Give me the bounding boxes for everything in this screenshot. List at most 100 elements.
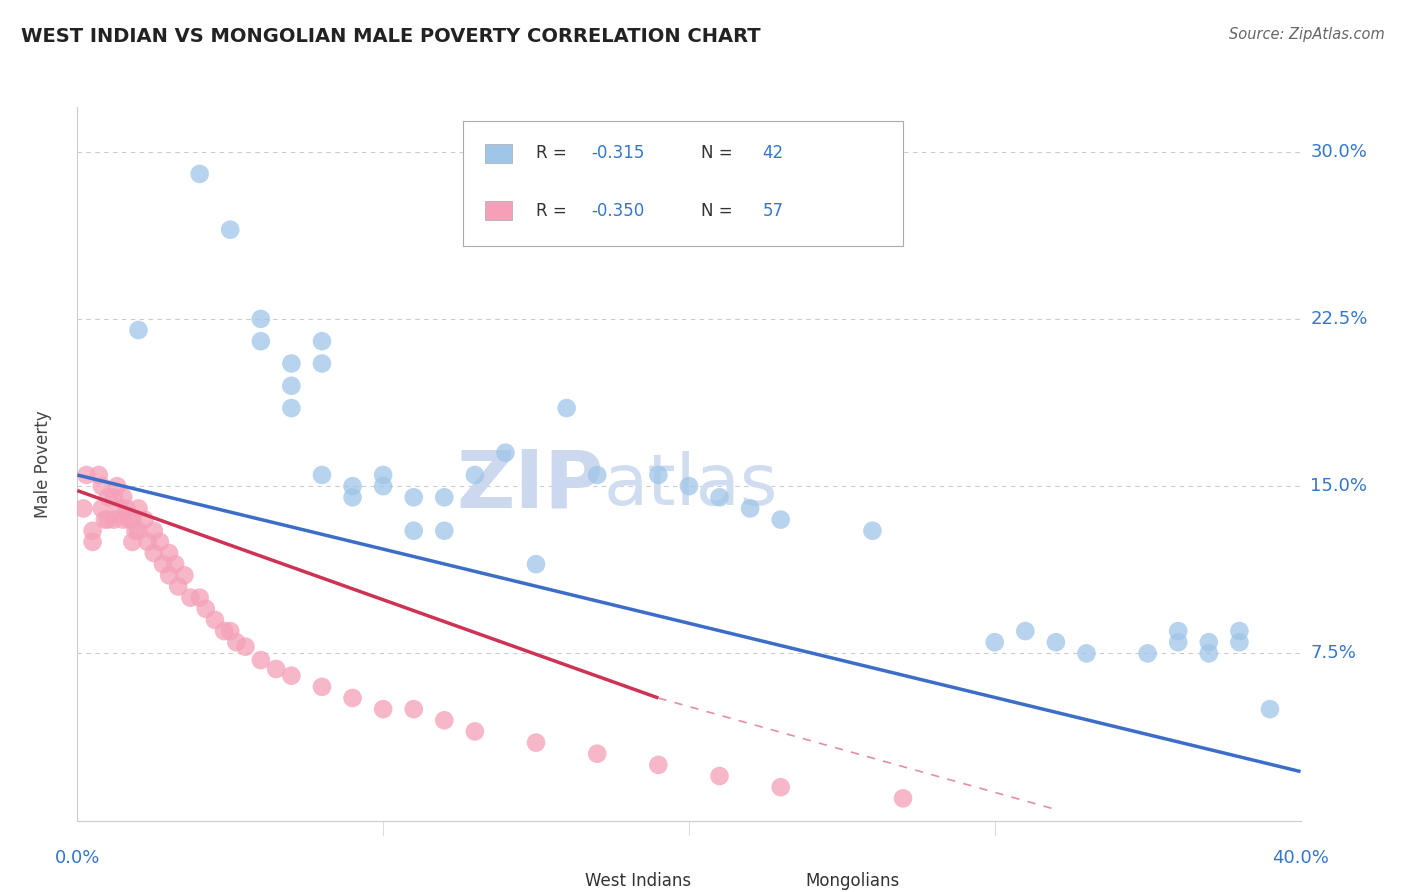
Point <box>371 467 394 482</box>
Point <box>225 635 247 649</box>
Text: 22.5%: 22.5% <box>1310 310 1368 328</box>
Point <box>97 512 120 526</box>
Point <box>82 534 104 549</box>
Point <box>342 690 364 705</box>
Point <box>709 769 731 783</box>
Point <box>212 624 235 639</box>
Point <box>342 479 364 493</box>
Text: N =: N = <box>702 202 738 219</box>
Point <box>769 512 792 526</box>
Point <box>121 512 143 526</box>
Point <box>433 491 456 505</box>
Point <box>402 524 425 538</box>
Point <box>1136 646 1159 660</box>
Point <box>134 512 156 526</box>
Text: 0.0%: 0.0% <box>55 849 100 867</box>
Bar <box>485 144 512 163</box>
Point <box>1045 635 1067 649</box>
Point <box>586 747 609 761</box>
Point <box>1198 635 1220 649</box>
Text: ZIP: ZIP <box>456 446 603 524</box>
Point <box>90 479 112 493</box>
Text: WEST INDIAN VS MONGOLIAN MALE POVERTY CORRELATION CHART: WEST INDIAN VS MONGOLIAN MALE POVERTY CO… <box>21 27 761 45</box>
Point <box>433 524 456 538</box>
Point <box>194 602 217 616</box>
Text: West Indians: West Indians <box>585 872 692 890</box>
Point <box>188 167 211 181</box>
Point <box>586 467 609 482</box>
Point <box>862 524 884 538</box>
Point <box>371 479 394 493</box>
Text: 15.0%: 15.0% <box>1310 477 1368 495</box>
Point <box>1229 635 1251 649</box>
Point <box>219 624 242 639</box>
Text: 42: 42 <box>762 145 783 162</box>
Point <box>524 735 547 749</box>
Point <box>709 491 731 505</box>
Point <box>250 312 273 326</box>
Point <box>219 222 242 236</box>
Point <box>524 557 547 572</box>
Point <box>1076 646 1098 660</box>
Point <box>740 501 762 516</box>
Text: atlas: atlas <box>603 450 778 520</box>
Point <box>495 445 517 460</box>
Point <box>157 546 180 560</box>
Bar <box>762 873 789 889</box>
Point <box>250 653 273 667</box>
Text: 40.0%: 40.0% <box>1272 849 1329 867</box>
Point <box>342 491 364 505</box>
Bar <box>463 121 903 246</box>
Point <box>280 401 302 416</box>
Point <box>173 568 195 582</box>
Point <box>127 323 149 337</box>
Point <box>402 491 425 505</box>
Point <box>105 479 128 493</box>
Point <box>136 534 159 549</box>
Point <box>103 512 125 526</box>
Point <box>152 557 174 572</box>
Text: -0.350: -0.350 <box>591 202 644 219</box>
Point <box>280 669 302 683</box>
Point <box>1167 624 1189 639</box>
Point <box>678 479 700 493</box>
Point <box>112 491 135 505</box>
Point <box>280 356 302 371</box>
Point <box>647 758 669 772</box>
Point <box>1258 702 1281 716</box>
Point <box>311 680 333 694</box>
Point <box>142 546 165 560</box>
Point <box>103 491 125 505</box>
Text: Source: ZipAtlas.com: Source: ZipAtlas.com <box>1229 27 1385 42</box>
Point <box>124 524 146 538</box>
Text: Mongolians: Mongolians <box>806 872 900 890</box>
Point <box>1167 635 1189 649</box>
Point <box>108 501 131 516</box>
Point <box>165 557 187 572</box>
Point <box>311 356 333 371</box>
Point <box>311 334 333 349</box>
Bar <box>485 201 512 220</box>
Point <box>94 512 117 526</box>
Point <box>72 501 94 516</box>
Point <box>149 534 172 549</box>
Text: R =: R = <box>536 145 572 162</box>
Point <box>82 524 104 538</box>
Point <box>433 714 456 728</box>
Text: Male Poverty: Male Poverty <box>34 410 52 517</box>
Text: 7.5%: 7.5% <box>1310 644 1357 663</box>
Point <box>264 662 287 676</box>
Text: 30.0%: 30.0% <box>1310 143 1367 161</box>
Point <box>891 791 914 805</box>
Point <box>371 702 394 716</box>
Point <box>188 591 211 605</box>
Point <box>464 724 486 739</box>
Point <box>1229 624 1251 639</box>
Point <box>87 467 110 482</box>
Point <box>179 591 201 605</box>
Point <box>90 501 112 516</box>
Text: R =: R = <box>536 202 572 219</box>
Point <box>464 467 486 482</box>
Point <box>402 702 425 716</box>
Text: -0.315: -0.315 <box>591 145 644 162</box>
